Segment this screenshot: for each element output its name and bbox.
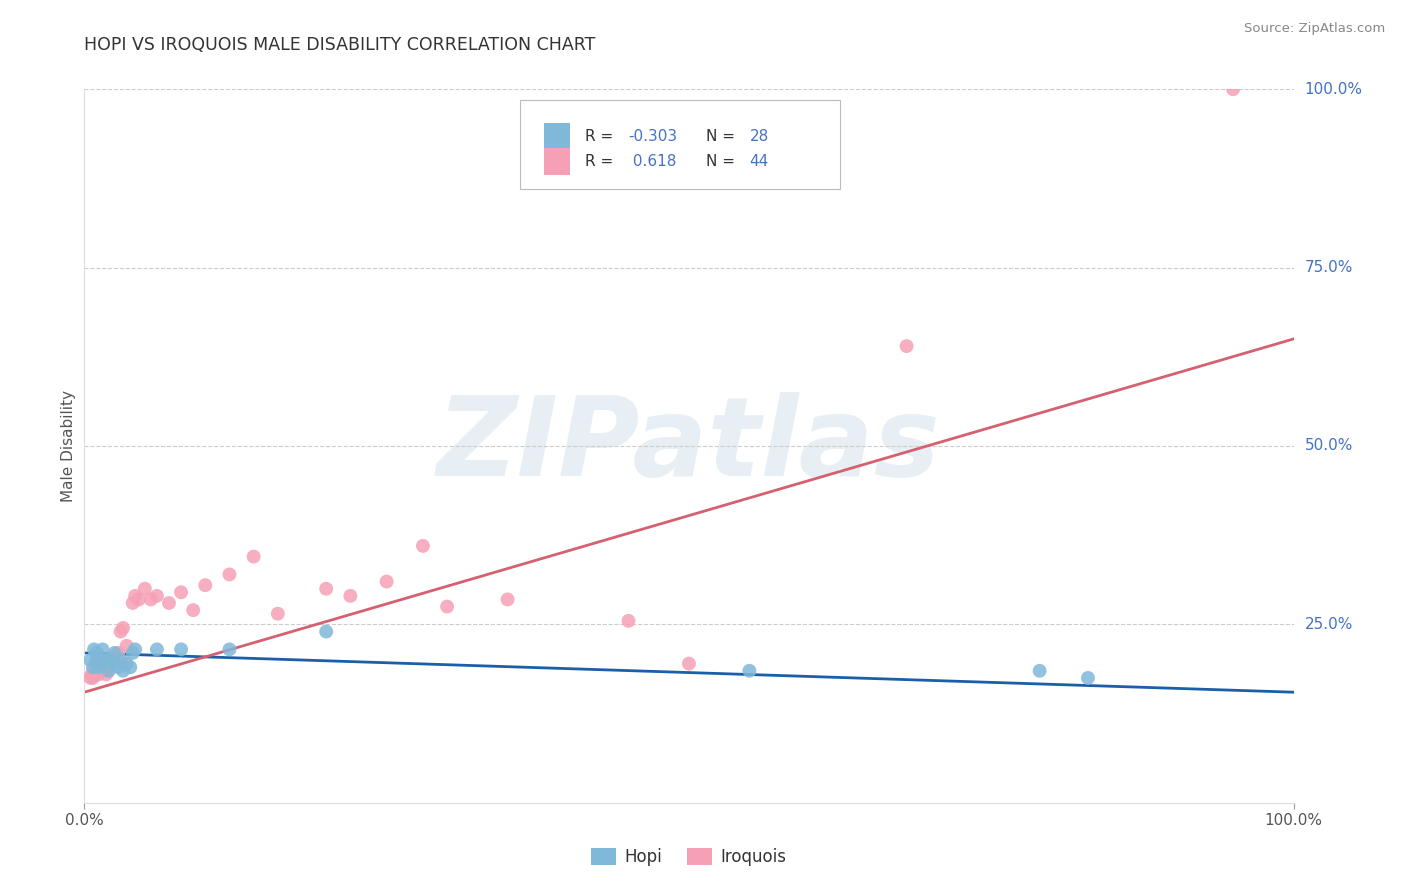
Point xyxy=(86,667,108,681)
Text: ZIPatlas: ZIPatlas xyxy=(437,392,941,500)
Text: HOPI VS IROQUOIS MALE DISABILITY CORRELATION CHART: HOPI VS IROQUOIS MALE DISABILITY CORRELA… xyxy=(84,36,596,54)
Point xyxy=(104,657,127,671)
Text: 75.0%: 75.0% xyxy=(1305,260,1353,275)
Point xyxy=(218,567,240,582)
Point xyxy=(170,642,193,657)
Legend: Hopi, Iroquois: Hopi, Iroquois xyxy=(585,841,793,873)
Text: -0.303: -0.303 xyxy=(628,128,678,144)
Point xyxy=(86,646,108,660)
Point xyxy=(120,660,142,674)
Point xyxy=(218,642,240,657)
Point xyxy=(436,599,458,614)
Point xyxy=(91,657,114,671)
Point xyxy=(86,653,108,667)
Point xyxy=(83,642,105,657)
Point xyxy=(86,664,108,678)
Point xyxy=(124,642,146,657)
Text: 100.0%: 100.0% xyxy=(1305,82,1362,96)
Point xyxy=(339,589,361,603)
Text: 28: 28 xyxy=(749,128,769,144)
Point xyxy=(94,653,117,667)
Text: N =: N = xyxy=(706,153,740,169)
Point xyxy=(1028,664,1050,678)
Point xyxy=(146,589,169,603)
Point xyxy=(896,339,918,353)
Point xyxy=(87,660,110,674)
Text: 50.0%: 50.0% xyxy=(1305,439,1353,453)
Point xyxy=(91,642,114,657)
Point xyxy=(94,667,117,681)
Point xyxy=(115,657,138,671)
Text: 25.0%: 25.0% xyxy=(1305,617,1353,632)
Point xyxy=(104,646,127,660)
Point xyxy=(121,596,143,610)
Point xyxy=(124,589,146,603)
Point xyxy=(496,592,519,607)
Point xyxy=(104,649,127,664)
Point xyxy=(1077,671,1099,685)
Text: R =: R = xyxy=(585,128,619,144)
Point xyxy=(86,660,108,674)
Point xyxy=(112,664,135,678)
FancyBboxPatch shape xyxy=(520,100,841,189)
Point xyxy=(170,585,193,599)
Point xyxy=(91,657,114,671)
Point xyxy=(110,653,132,667)
Point xyxy=(1222,82,1244,96)
Point xyxy=(738,664,761,678)
Point xyxy=(107,660,129,674)
Point xyxy=(267,607,290,621)
Text: R =: R = xyxy=(585,153,619,169)
Point xyxy=(83,667,105,681)
Point xyxy=(181,603,204,617)
Point xyxy=(678,657,700,671)
Point xyxy=(157,596,180,610)
Point xyxy=(139,592,162,607)
Point xyxy=(100,653,122,667)
Point xyxy=(110,624,132,639)
Point xyxy=(121,646,143,660)
Point xyxy=(97,664,120,678)
Point xyxy=(412,539,434,553)
Point xyxy=(87,667,110,681)
Point xyxy=(194,578,217,592)
Y-axis label: Male Disability: Male Disability xyxy=(60,390,76,502)
Point xyxy=(90,660,112,674)
Point xyxy=(315,624,337,639)
Point xyxy=(375,574,398,589)
Text: 44: 44 xyxy=(749,153,769,169)
Point xyxy=(128,592,150,607)
Point xyxy=(134,582,156,596)
Point xyxy=(97,664,120,678)
FancyBboxPatch shape xyxy=(544,148,571,175)
Point xyxy=(80,667,103,681)
Point xyxy=(100,653,122,667)
Point xyxy=(146,642,169,657)
Point xyxy=(79,653,101,667)
Point xyxy=(84,664,107,678)
Point xyxy=(617,614,640,628)
FancyBboxPatch shape xyxy=(544,123,571,150)
Text: Source: ZipAtlas.com: Source: ZipAtlas.com xyxy=(1244,22,1385,36)
Point xyxy=(242,549,264,564)
Point xyxy=(89,653,111,667)
Point xyxy=(82,660,104,674)
Point xyxy=(89,664,111,678)
Point xyxy=(315,582,337,596)
Point xyxy=(112,621,135,635)
Point xyxy=(82,671,104,685)
Point xyxy=(115,639,138,653)
Point xyxy=(79,671,101,685)
Text: N =: N = xyxy=(706,128,740,144)
Point xyxy=(107,646,129,660)
Point xyxy=(93,660,115,674)
Text: 0.618: 0.618 xyxy=(628,153,676,169)
